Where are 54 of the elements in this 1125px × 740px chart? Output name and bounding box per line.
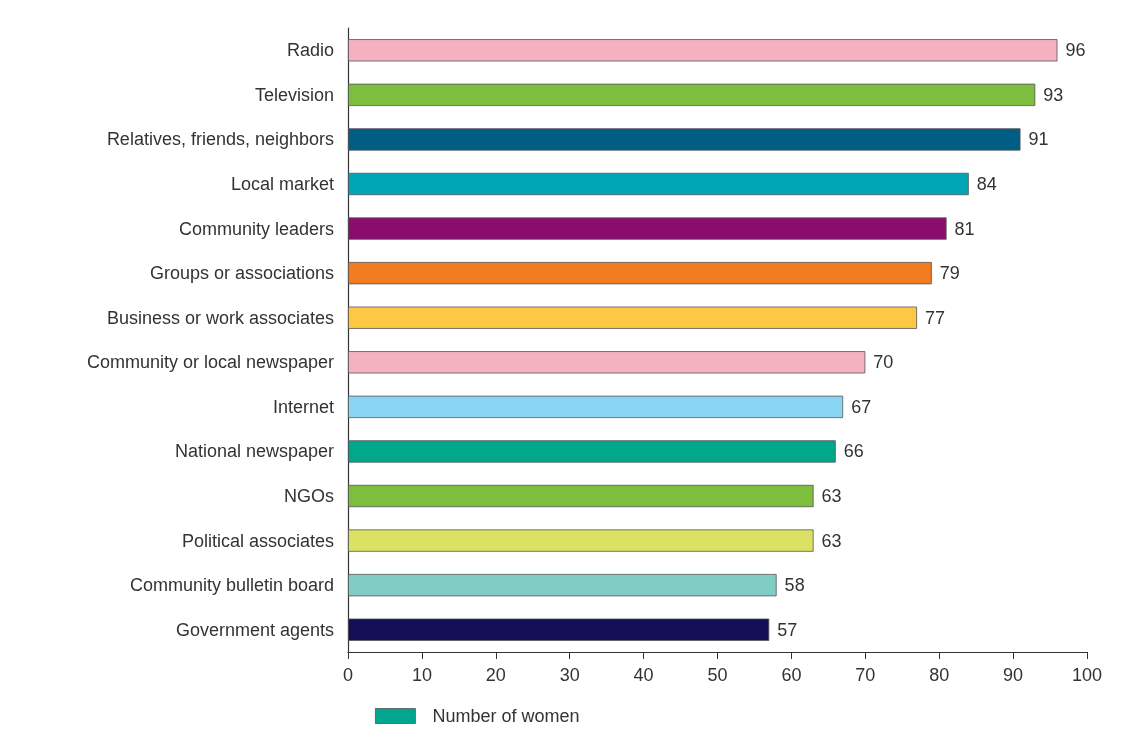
- y-tick-label: Government agents: [175, 619, 334, 640]
- x-tick-label: 0: [342, 665, 354, 685]
- bar: [348, 395, 844, 418]
- bar: [348, 351, 866, 374]
- x-tick-label: 50: [707, 665, 728, 685]
- data-label: 58: [784, 575, 805, 596]
- bar: [348, 574, 777, 597]
- y-tick-label: Local market: [230, 174, 334, 194]
- y-tick-label: Community or local newspaper: [86, 352, 334, 373]
- bar: [348, 217, 947, 240]
- y-tick-label: Radio: [286, 40, 334, 61]
- bar: [348, 39, 1058, 62]
- bar: [348, 618, 770, 641]
- data-label: 77: [925, 307, 946, 328]
- y-tick-label: Community leaders: [178, 218, 334, 239]
- x-tick-label: 80: [929, 665, 950, 685]
- y-tick-label: Internet: [272, 396, 334, 417]
- bar: [348, 83, 1036, 106]
- x-tick-label: 90: [1003, 665, 1024, 685]
- data-label: 81: [954, 218, 975, 239]
- y-tick-label: Relatives, friends, neighbors: [106, 129, 334, 150]
- y-tick-label: Groups or associations: [149, 263, 334, 284]
- y-tick-label: Community bulletin board: [129, 575, 334, 596]
- y-tick-label: Political associates: [181, 530, 334, 551]
- data-label: 67: [851, 396, 872, 417]
- data-label: 93: [1043, 84, 1064, 105]
- bar: [348, 128, 1021, 151]
- x-tick-label: 40: [633, 665, 654, 685]
- bar: [348, 262, 932, 285]
- y-tick-label: Business or work associates: [106, 307, 334, 328]
- data-label: 57: [777, 619, 798, 640]
- data-label: 84: [976, 174, 997, 194]
- data-label: 79: [939, 263, 960, 284]
- bar: [348, 529, 814, 552]
- data-label: 96: [1065, 40, 1086, 61]
- x-tick-label: 60: [781, 665, 802, 685]
- bar: [348, 484, 814, 508]
- bar: [348, 440, 836, 463]
- x-tick-label: 10: [411, 665, 432, 685]
- data-label: 91: [1028, 129, 1049, 150]
- bar: [348, 172, 969, 196]
- bar: [348, 306, 918, 329]
- y-tick-label: National newspaper: [174, 441, 334, 462]
- data-label: 63: [821, 530, 842, 551]
- x-tick-label: 20: [485, 665, 506, 685]
- y-tick-label: Television: [254, 84, 334, 105]
- y-tick-label: NGOs: [283, 486, 334, 506]
- data-label: 63: [821, 486, 842, 506]
- data-label: 66: [843, 441, 864, 462]
- x-tick-label: 30: [559, 665, 580, 685]
- x-tick-label: 100: [1071, 665, 1103, 685]
- legend-label: Number of women: [432, 706, 580, 726]
- data-label: 70: [873, 352, 894, 373]
- x-tick-label: 70: [855, 665, 876, 685]
